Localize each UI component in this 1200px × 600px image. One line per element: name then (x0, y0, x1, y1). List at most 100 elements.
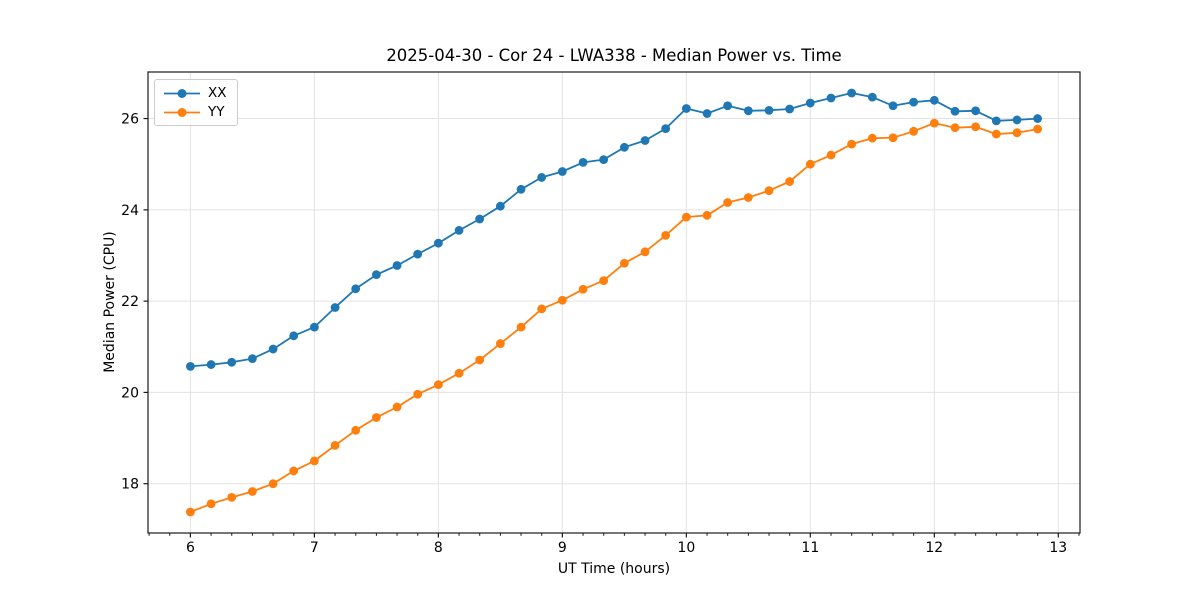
data-point-yy (743, 193, 753, 202)
y-tick-label: 18 (121, 477, 139, 493)
data-point-xx (640, 136, 650, 145)
data-point-yy (247, 487, 257, 496)
x-tick-label: 6 (186, 540, 195, 556)
data-point-xx (743, 106, 753, 116)
data-point-xx (764, 105, 774, 115)
x-tick-label: 13 (1049, 540, 1067, 556)
data-point-xx (247, 354, 257, 364)
data-point-xx (351, 284, 361, 294)
data-point-xx (888, 101, 898, 111)
data-point-xx (681, 104, 691, 113)
data-point-yy (516, 322, 526, 332)
data-point-xx (785, 104, 795, 114)
data-point-yy (764, 186, 774, 196)
legend-item-yy: YY (163, 104, 227, 120)
data-point-yy (805, 159, 815, 169)
data-point-yy (413, 389, 423, 399)
data-point-yy (309, 456, 319, 466)
data-point-yy (888, 133, 898, 143)
data-point-yy (929, 118, 939, 128)
data-point-yy (991, 129, 1001, 139)
data-point-yy (495, 339, 505, 348)
data-point-xx (454, 225, 464, 235)
data-point-xx (950, 106, 960, 116)
legend: XX YY (154, 79, 238, 126)
data-point-xx (309, 322, 319, 332)
data-point-yy (537, 304, 547, 314)
data-point-xx (227, 357, 237, 367)
data-point-yy (971, 122, 981, 132)
legend-line-marker-icon (164, 88, 200, 98)
data-point-yy (392, 402, 402, 412)
data-point-xx (578, 157, 588, 167)
data-point-yy (785, 177, 795, 186)
data-point-xx (495, 201, 505, 211)
data-point-yy (289, 466, 299, 476)
data-point-xx (929, 95, 939, 105)
data-point-xx (991, 116, 1001, 126)
x-tick-label: 9 (558, 540, 567, 556)
data-point-xx (516, 184, 526, 194)
x-tick-label: 7 (310, 540, 319, 556)
data-point-yy (206, 499, 216, 509)
data-point-xx (867, 92, 877, 102)
data-point-yy (826, 150, 836, 160)
data-point-xx (206, 360, 216, 369)
plot-spines (147, 71, 1081, 534)
data-point-yy (847, 139, 857, 149)
data-point-xx (971, 106, 981, 116)
data-point-xx (268, 344, 278, 354)
data-point-yy (186, 507, 195, 517)
data-point-xx (475, 214, 485, 224)
legend-line-marker-icon (164, 107, 200, 117)
data-point-yy (227, 492, 237, 502)
data-point-yy (433, 380, 443, 390)
legend-label-yy: YY (208, 104, 225, 120)
data-point-yy (578, 284, 588, 294)
data-point-yy (557, 295, 567, 305)
data-point-xx (723, 101, 733, 111)
y-tick-label: 22 (121, 294, 139, 310)
data-point-yy (1033, 124, 1042, 134)
x-tick-label: 12 (925, 540, 943, 556)
data-point-xx (557, 167, 567, 176)
data-point-xx (413, 249, 423, 259)
data-point-yy (702, 210, 712, 220)
legend-label-xx: XX (208, 85, 227, 101)
y-tick-label: 24 (121, 203, 139, 219)
legend-item-xx: XX (163, 85, 227, 101)
data-point-yy (268, 479, 278, 489)
data-point-yy (867, 133, 877, 143)
data-point-xx (702, 109, 712, 118)
data-point-yy (454, 368, 464, 378)
data-point-yy (330, 440, 340, 450)
x-tick-label: 11 (801, 540, 819, 556)
data-point-xx (330, 303, 340, 312)
data-point-xx (1012, 115, 1022, 125)
data-point-yy (723, 198, 733, 207)
data-point-xx (599, 155, 609, 165)
data-point-xx (826, 93, 836, 103)
data-point-xx (371, 270, 381, 280)
data-point-yy (351, 425, 361, 435)
chart-title: 2025-04-30 - Cor 24 - LWA338 - Median Po… (386, 46, 842, 65)
data-point-xx (433, 238, 443, 248)
data-point-yy (640, 247, 650, 257)
data-point-xx (661, 124, 671, 133)
y-tick-label: 26 (121, 112, 139, 128)
y-axis-label: Median Power (CPU) (102, 231, 118, 373)
data-point-yy (371, 413, 381, 422)
data-point-yy (619, 258, 629, 268)
data-point-yy (950, 123, 960, 133)
data-point-xx (186, 362, 195, 371)
data-point-xx (805, 98, 815, 108)
data-point-yy (661, 231, 671, 240)
y-tick-label: 20 (121, 385, 139, 401)
data-point-yy (599, 276, 609, 285)
data-point-xx (392, 261, 402, 270)
data-point-xx (289, 331, 299, 341)
data-point-yy (681, 212, 691, 222)
data-point-yy (475, 355, 485, 365)
